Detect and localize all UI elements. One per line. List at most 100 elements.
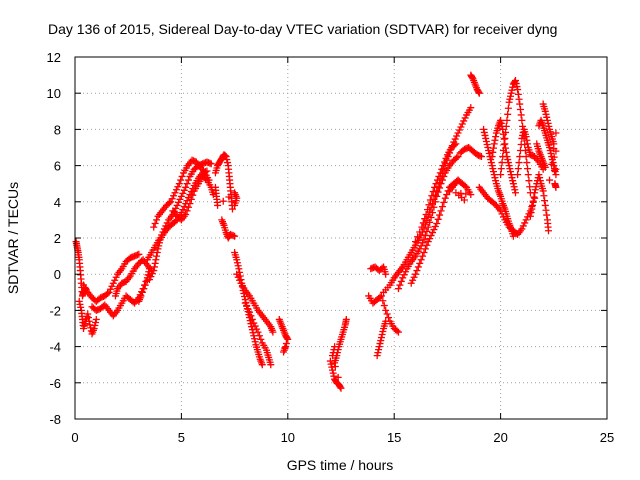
data-point xyxy=(183,207,191,215)
y-tick-label: 0 xyxy=(54,267,61,282)
data-point xyxy=(487,156,495,164)
data-point xyxy=(490,168,498,176)
y-tick-label: -2 xyxy=(49,303,61,318)
data-point xyxy=(414,263,422,271)
data-point xyxy=(521,219,529,227)
data-point xyxy=(526,183,534,191)
data-point xyxy=(488,162,496,170)
data-point xyxy=(250,335,258,343)
data-point xyxy=(540,192,548,200)
data-point xyxy=(423,241,431,249)
data-point xyxy=(431,223,439,231)
data-point xyxy=(536,177,544,185)
data-point xyxy=(407,279,415,287)
data-point xyxy=(241,299,249,307)
data-point xyxy=(422,210,430,218)
data-point xyxy=(419,239,427,247)
data-point xyxy=(529,197,537,205)
data-point xyxy=(283,334,291,342)
data-point xyxy=(519,122,527,130)
data-point xyxy=(141,281,149,289)
data-point xyxy=(505,162,513,170)
data-point xyxy=(429,188,437,196)
data-point xyxy=(248,315,256,323)
data-point xyxy=(518,225,526,233)
data-point xyxy=(468,74,476,82)
data-point xyxy=(377,337,385,345)
x-tick-label: 5 xyxy=(178,430,185,445)
data-point xyxy=(499,153,507,161)
data-point xyxy=(202,175,210,183)
data-point xyxy=(522,133,530,141)
data-point xyxy=(376,340,384,348)
data-point xyxy=(251,338,259,346)
data-point xyxy=(179,189,187,197)
data-point xyxy=(92,318,100,326)
data-point xyxy=(507,89,515,97)
data-point xyxy=(514,90,522,98)
data-point xyxy=(504,159,512,167)
data-point xyxy=(222,153,230,161)
data-point xyxy=(416,228,424,236)
data-point xyxy=(377,334,385,342)
data-point xyxy=(516,100,524,108)
data-point xyxy=(142,277,150,285)
y-tick-label: 4 xyxy=(54,195,61,210)
data-point xyxy=(329,369,337,377)
data-point xyxy=(430,203,438,211)
data-point xyxy=(233,259,241,267)
data-point xyxy=(172,186,180,194)
data-point xyxy=(427,232,435,240)
data-point xyxy=(523,136,531,144)
data-point xyxy=(182,183,190,191)
data-point xyxy=(431,183,439,191)
data-point xyxy=(454,129,462,137)
data-point xyxy=(426,218,434,226)
data-point xyxy=(223,156,231,164)
data-point xyxy=(511,186,519,194)
data-point xyxy=(135,297,143,305)
x-tick-label: 20 xyxy=(493,430,507,445)
data-point xyxy=(530,193,538,201)
data-point xyxy=(490,140,498,148)
data-point xyxy=(253,325,261,333)
data-point xyxy=(515,159,523,167)
data-point xyxy=(138,288,146,296)
data-point xyxy=(228,205,236,213)
data-point xyxy=(509,177,517,185)
data-point xyxy=(507,168,515,176)
data-point xyxy=(171,189,179,197)
data-point xyxy=(504,110,512,118)
data-point xyxy=(506,165,514,173)
data-point xyxy=(174,183,182,191)
data-point xyxy=(173,201,181,209)
data-point xyxy=(531,186,539,194)
data-point xyxy=(489,148,497,156)
data-point xyxy=(342,315,350,323)
x-tick-label: 10 xyxy=(281,430,295,445)
data-point xyxy=(233,270,241,278)
data-point xyxy=(284,335,292,343)
x-tick-label: 15 xyxy=(387,430,401,445)
data-point xyxy=(379,328,387,336)
data-point xyxy=(393,327,401,335)
data-point xyxy=(519,222,527,230)
grid-lines xyxy=(75,57,607,419)
data-point xyxy=(175,198,183,206)
data-point xyxy=(416,259,424,267)
data-point xyxy=(522,216,530,224)
data-point xyxy=(536,174,544,182)
data-point xyxy=(419,219,427,227)
data-point xyxy=(548,160,556,168)
data-point xyxy=(502,122,510,130)
data-point xyxy=(425,201,433,209)
data-point xyxy=(92,315,100,323)
data-point xyxy=(491,174,499,182)
y-tick-label: -8 xyxy=(49,412,61,427)
data-point xyxy=(108,282,116,290)
data-point xyxy=(426,196,434,204)
data-point xyxy=(497,116,505,124)
data-point xyxy=(490,171,498,179)
data-point xyxy=(177,192,185,200)
data-point xyxy=(457,123,465,131)
